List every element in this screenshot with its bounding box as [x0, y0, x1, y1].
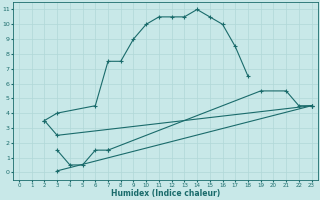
X-axis label: Humidex (Indice chaleur): Humidex (Indice chaleur) [111, 189, 220, 198]
